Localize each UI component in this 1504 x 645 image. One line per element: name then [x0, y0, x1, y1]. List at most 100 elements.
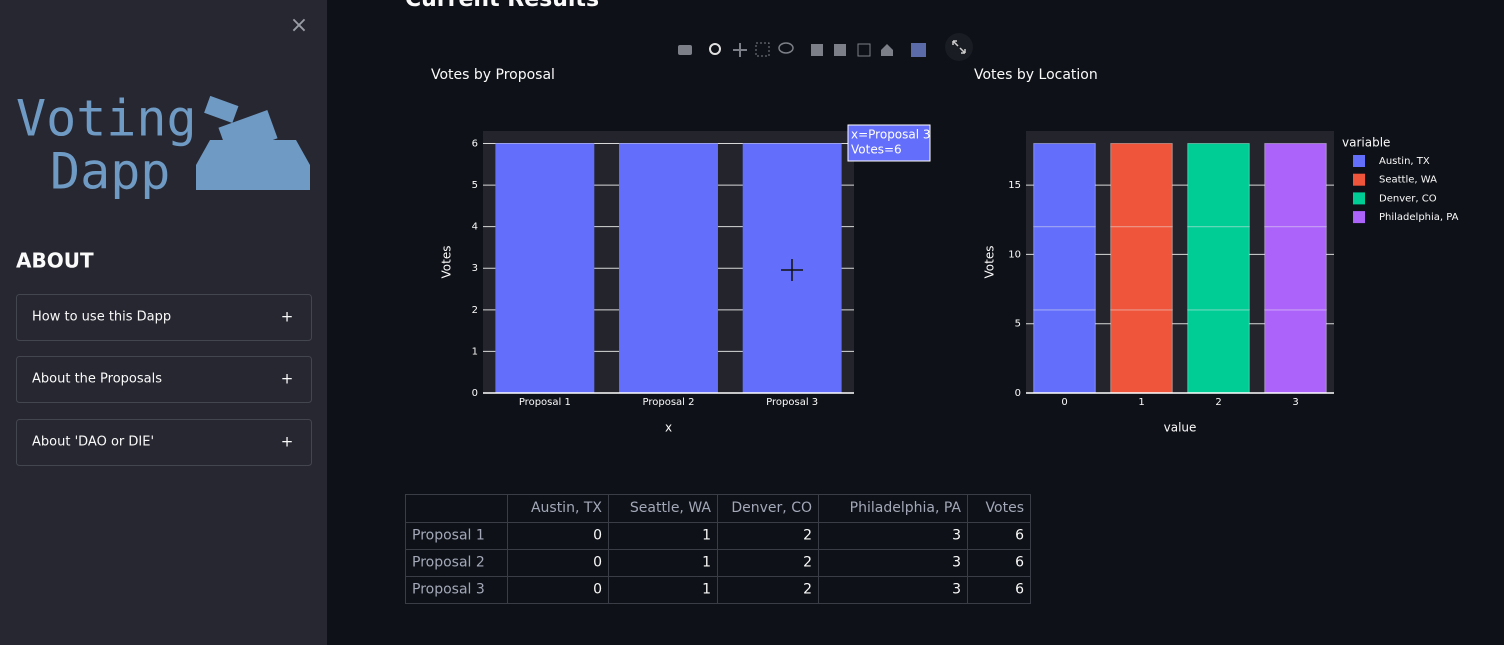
table-value: 1 — [702, 555, 711, 571]
zoom-out-icon[interactable] — [834, 44, 846, 56]
x-tick-label: Proposal 2 — [643, 397, 695, 408]
logo-line: Voting — [16, 90, 197, 148]
logo-line: Dapp — [50, 143, 170, 201]
legend-swatch[interactable] — [1353, 173, 1365, 186]
table-value: 0 — [593, 582, 602, 598]
legend-swatch[interactable] — [1353, 211, 1365, 224]
sidebar — [0, 0, 327, 645]
bar-segment[interactable] — [1187, 309, 1250, 394]
table-value: 0 — [593, 528, 602, 544]
y-axis-title: Votes — [983, 246, 997, 279]
bar-segment[interactable] — [1033, 309, 1096, 394]
table-value: 3 — [952, 582, 961, 598]
bar-segment[interactable] — [1110, 142, 1173, 228]
legend-label[interactable]: Philadelphia, PA — [1379, 212, 1459, 223]
expander-toggle[interactable]: + — [281, 433, 294, 451]
bar-segment[interactable] — [1033, 226, 1096, 311]
legend-swatch[interactable] — [1353, 155, 1365, 167]
bar-segment[interactable] — [1264, 142, 1327, 228]
plotly-logo[interactable] — [911, 43, 926, 57]
pan-icon[interactable] — [733, 43, 747, 57]
autoscale-icon[interactable] — [857, 43, 871, 57]
table-cell — [967, 576, 1031, 604]
chart-title: Votes by Proposal — [431, 67, 555, 83]
bar-segment[interactable] — [1264, 309, 1327, 394]
row-label: Proposal 1 — [412, 528, 485, 544]
y-tick-label: 3 — [472, 263, 478, 274]
bar[interactable] — [495, 143, 595, 393]
row-label: Proposal 3 — [412, 582, 485, 598]
table-value: 1 — [702, 528, 711, 544]
y-tick-label: 5 — [472, 180, 478, 191]
about-heading: ABOUT — [16, 249, 94, 273]
fullscreen-icon[interactable] — [952, 40, 966, 54]
x-tick-label: 1 — [1138, 397, 1144, 408]
y-tick-label: 10 — [1008, 249, 1021, 260]
table-value: 6 — [1015, 528, 1024, 544]
expander-label: About the Proposals — [32, 372, 162, 387]
y-tick-label: 0 — [472, 388, 478, 399]
expander[interactable] — [16, 419, 312, 466]
reset-icon[interactable] — [881, 44, 893, 56]
x-tick-label: 2 — [1215, 397, 1221, 408]
column-header: Philadelphia, PA — [850, 500, 962, 516]
x-axis-title: x — [665, 421, 672, 435]
expander-toggle[interactable]: + — [281, 308, 294, 326]
fullscreen-button[interactable] — [945, 33, 973, 61]
zoom-icon[interactable] — [709, 43, 721, 55]
column-header: Seattle, WA — [630, 500, 712, 516]
zoom-in-icon[interactable] — [811, 44, 823, 56]
table-value: 6 — [1015, 555, 1024, 571]
camera-icon[interactable] — [678, 45, 692, 55]
expander-label: How to use this Dapp — [32, 310, 171, 325]
y-tick-label: 5 — [1015, 319, 1021, 330]
x-tick-label: Proposal 1 — [519, 397, 571, 408]
bar-segment[interactable] — [1110, 226, 1173, 311]
table-value: 6 — [1015, 582, 1024, 598]
y-tick-label: 6 — [472, 138, 478, 149]
table-value: 2 — [803, 528, 812, 544]
y-tick-label: 0 — [1015, 388, 1021, 399]
x-tick-label: Proposal 3 — [766, 397, 818, 408]
hover-text: Votes=6 — [851, 143, 902, 157]
page-heading: Current Results — [405, 0, 599, 12]
bar-segment[interactable] — [1110, 309, 1173, 394]
table-value: 3 — [952, 555, 961, 571]
table-value: 0 — [593, 555, 602, 571]
column-header: Austin, TX — [531, 500, 602, 516]
bar-segment[interactable] — [1187, 142, 1250, 228]
x-tick-label: 3 — [1292, 397, 1298, 408]
box-select-icon[interactable] — [755, 42, 770, 57]
legend-label[interactable]: Austin, TX — [1379, 156, 1430, 167]
table-value: 1 — [702, 582, 711, 598]
legend-swatch[interactable] — [1353, 192, 1365, 205]
expander-toggle[interactable]: + — [281, 370, 294, 388]
x-tick-label: 0 — [1061, 397, 1067, 408]
expander[interactable] — [16, 356, 312, 403]
x-axis-title: value — [1164, 421, 1197, 435]
bar-segment[interactable] — [1264, 226, 1327, 311]
y-tick-label: 1 — [472, 346, 478, 357]
bar-segment[interactable] — [1187, 226, 1250, 311]
y-tick-label: 15 — [1008, 180, 1021, 191]
expander-label: About 'DAO or DIE' — [32, 435, 154, 450]
hover-text: x=Proposal 3 — [851, 128, 931, 142]
legend-title: variable — [1342, 136, 1390, 150]
legend-label[interactable]: Seattle, WA — [1379, 175, 1437, 186]
bar[interactable] — [619, 143, 718, 393]
close-button[interactable]: × — [290, 13, 308, 38]
legend-label[interactable]: Denver, CO — [1379, 193, 1437, 204]
table-value: 3 — [952, 528, 961, 544]
table-value: 2 — [803, 582, 812, 598]
lasso-icon[interactable] — [778, 42, 794, 54]
y-tick-label: 4 — [472, 222, 478, 233]
ballot-icon — [196, 95, 310, 190]
y-axis-title: Votes — [440, 246, 454, 279]
column-header: Denver, CO — [731, 500, 812, 516]
bar-segment[interactable] — [1033, 142, 1096, 228]
table-value: 2 — [803, 555, 812, 571]
expander[interactable] — [16, 294, 312, 341]
row-label: Proposal 2 — [412, 555, 485, 571]
plot-toolbar — [678, 33, 973, 61]
